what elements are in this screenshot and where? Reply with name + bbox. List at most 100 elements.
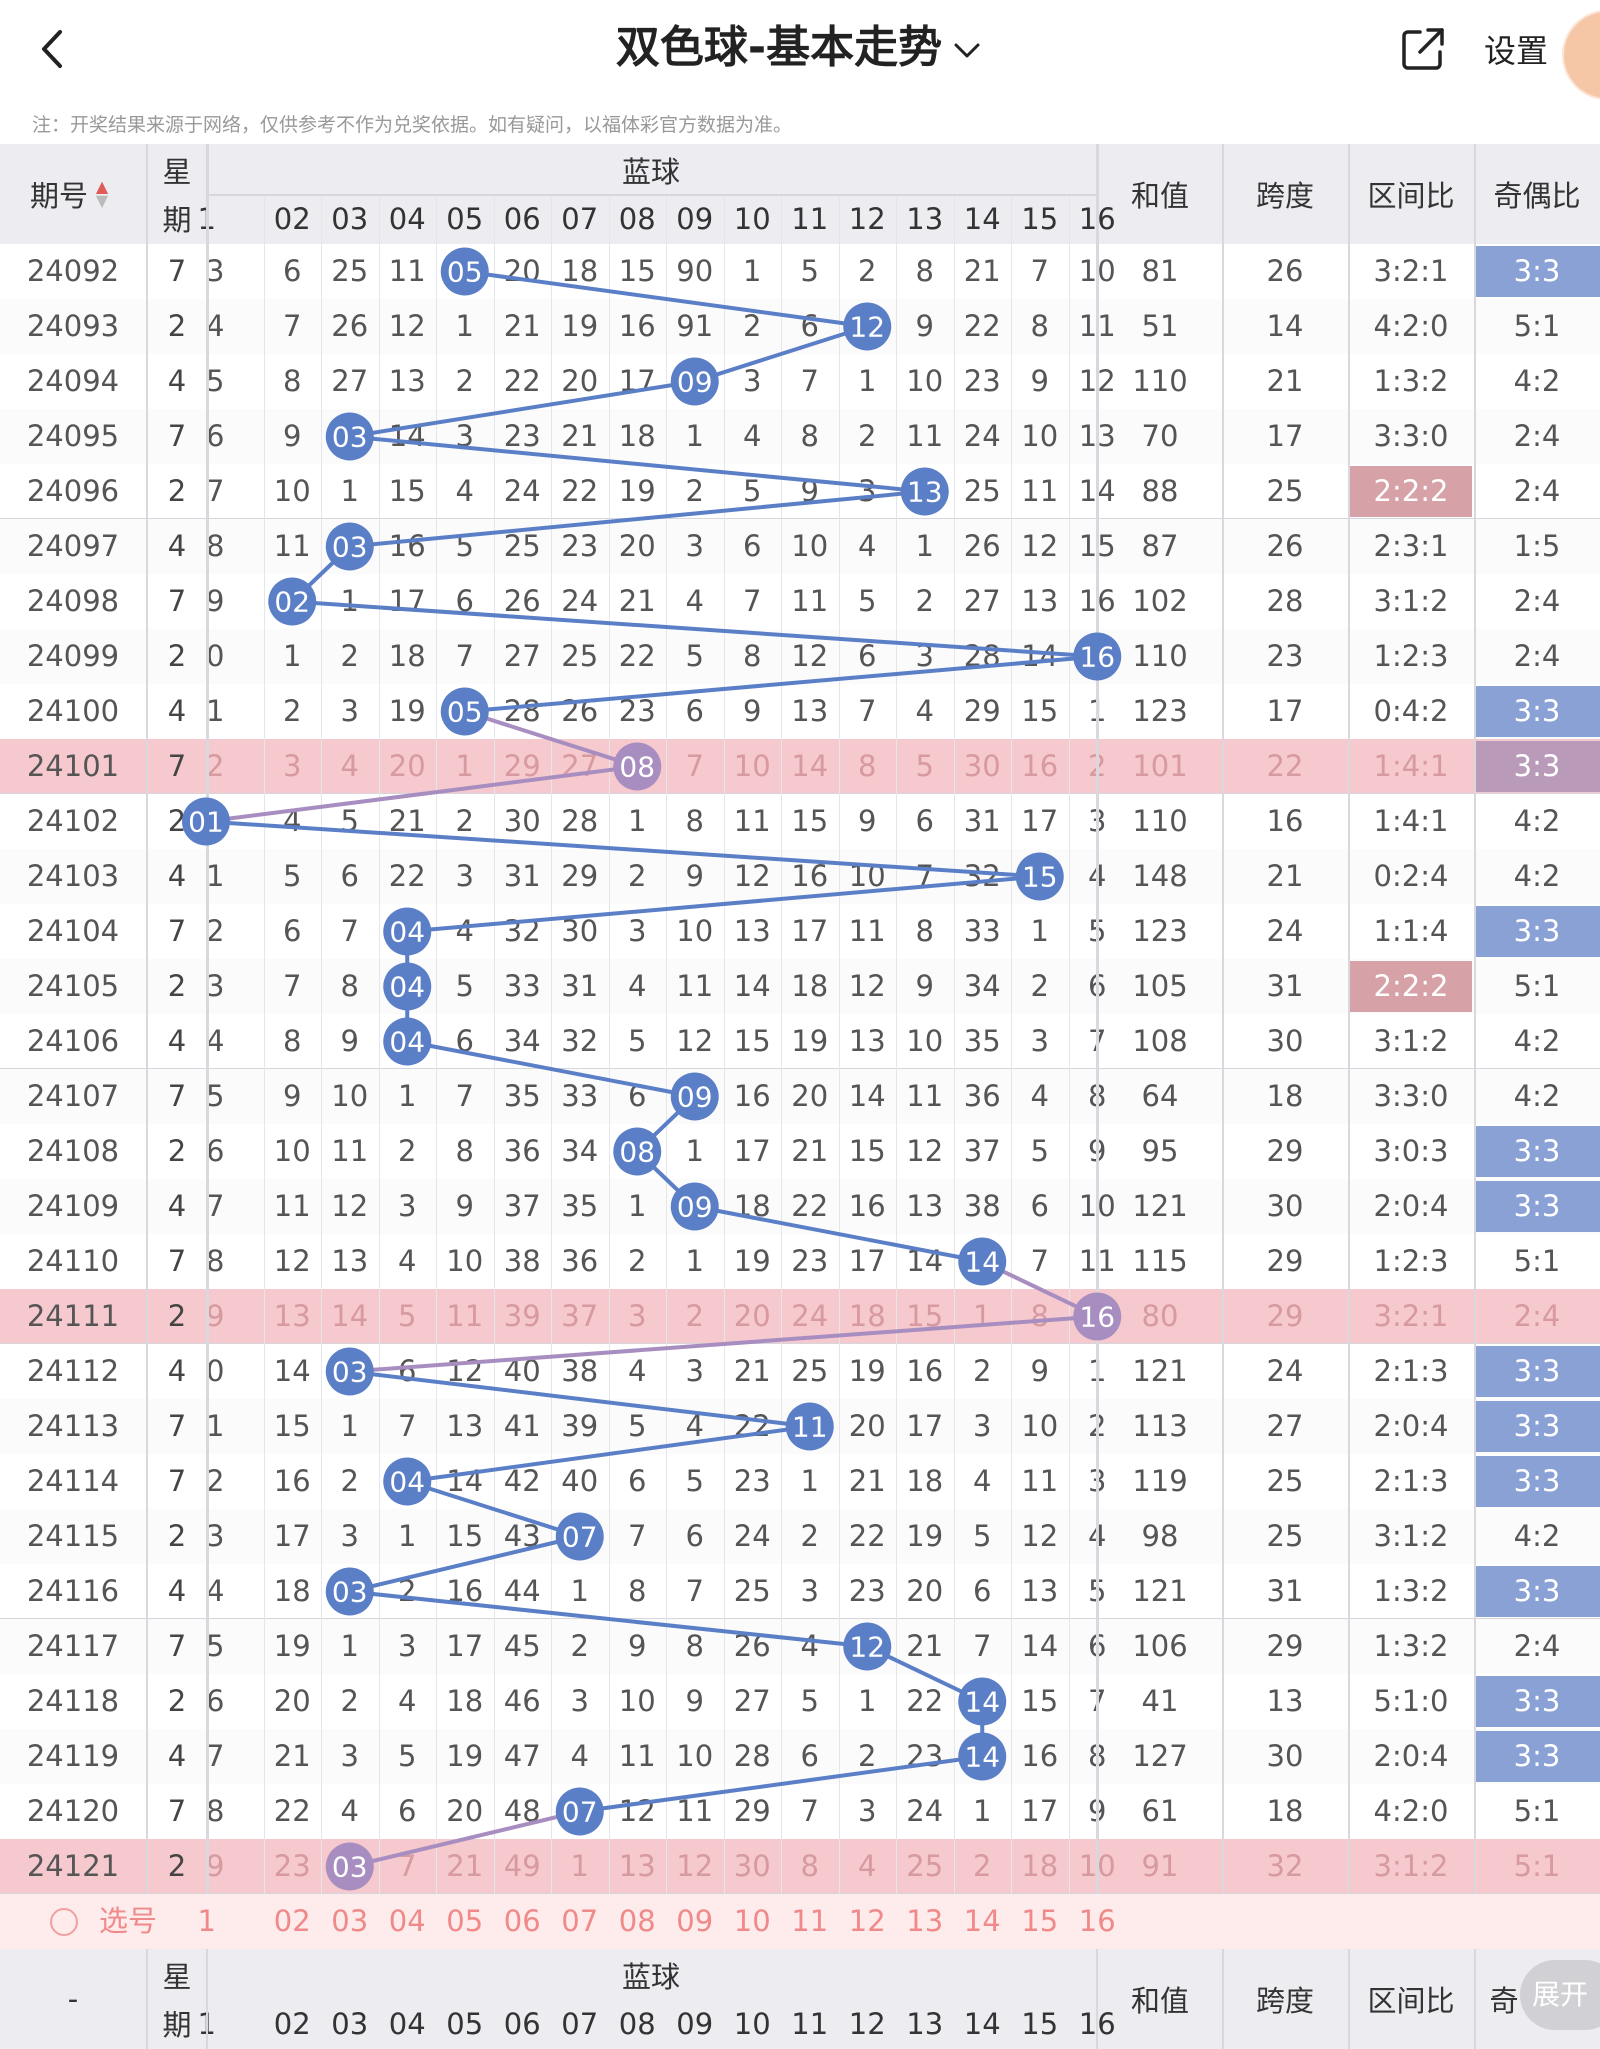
blue-cell: 10 bbox=[1021, 419, 1059, 453]
blue-cell: 5 bbox=[340, 804, 359, 838]
back-icon[interactable] bbox=[28, 24, 78, 74]
blue-cell: 3 bbox=[340, 1739, 359, 1773]
blue-cell: 32 bbox=[503, 914, 541, 948]
issue-cell[interactable]: 24102 bbox=[26, 804, 120, 838]
issue-cell[interactable]: 24109 bbox=[26, 1189, 120, 1223]
sum-cell: 121 bbox=[1132, 1354, 1188, 1388]
issue-cell[interactable]: 24096 bbox=[26, 474, 120, 508]
issue-cell[interactable]: 24119 bbox=[26, 1739, 120, 1773]
table-row bbox=[0, 1509, 1600, 1564]
select-number-10[interactable]: 10 bbox=[733, 1904, 771, 1938]
issue-cell[interactable]: 24106 bbox=[26, 1024, 120, 1058]
blue-cell: 5 bbox=[628, 1409, 647, 1443]
issue-cell[interactable]: 24103 bbox=[26, 859, 120, 893]
blue-cell: 7 bbox=[283, 969, 302, 1003]
issue-cell[interactable]: 24115 bbox=[26, 1519, 120, 1553]
issue-cell[interactable]: 24098 bbox=[26, 584, 120, 618]
blue-cell: 13 bbox=[618, 1849, 656, 1883]
blue-cell: 8 bbox=[800, 419, 819, 453]
zone-cell: 2:0:4 bbox=[1373, 1189, 1449, 1223]
issue-cell[interactable]: 24116 bbox=[26, 1574, 120, 1608]
select-number-02[interactable]: 02 bbox=[273, 1904, 311, 1938]
blue-cell: 12 bbox=[446, 1354, 484, 1388]
select-number-12[interactable]: 12 bbox=[848, 1904, 886, 1938]
blue-cell: 19 bbox=[388, 694, 426, 728]
expand-button[interactable]: 展开 bbox=[1520, 1960, 1600, 2030]
select-number-05[interactable]: 05 bbox=[446, 1904, 484, 1938]
parity-highlight bbox=[1476, 1346, 1600, 1397]
blue-cell: 20 bbox=[273, 1684, 311, 1718]
blue-cell: 1 bbox=[455, 749, 474, 783]
select-number-07[interactable]: 07 bbox=[561, 1904, 599, 1938]
blue-cell: 20 bbox=[848, 1409, 886, 1443]
blue-cell: 2 bbox=[800, 1519, 819, 1553]
blue-cell: 15 bbox=[733, 1024, 771, 1058]
select-number-08[interactable]: 08 bbox=[618, 1904, 656, 1938]
blue-cell: 16 bbox=[791, 859, 829, 893]
select-number-09[interactable]: 09 bbox=[676, 1904, 714, 1938]
issue-cell[interactable]: 24095 bbox=[26, 419, 120, 453]
blue-cell: 21 bbox=[618, 584, 656, 618]
blue-cell: 25 bbox=[791, 1354, 829, 1388]
select-number-1[interactable]: 1 bbox=[197, 1904, 216, 1938]
issue-cell[interactable]: 24104 bbox=[26, 914, 120, 948]
select-number-04[interactable]: 04 bbox=[388, 1904, 426, 1938]
zone-highlight bbox=[1350, 466, 1472, 517]
blue-cell: 34 bbox=[561, 1134, 599, 1168]
issue-cell[interactable]: 24092 bbox=[26, 254, 120, 288]
sum-cell: 121 bbox=[1132, 1189, 1188, 1223]
footer-weekday-bottom: 期 bbox=[162, 2008, 192, 2042]
issue-cell[interactable]: 24111 bbox=[26, 1299, 120, 1333]
select-number-06[interactable]: 06 bbox=[503, 1904, 541, 1938]
issue-cell[interactable]: 24107 bbox=[26, 1079, 120, 1113]
blue-cell: 21 bbox=[503, 309, 541, 343]
issue-cell[interactable]: 24112 bbox=[26, 1354, 120, 1388]
issue-cell[interactable]: 24120 bbox=[26, 1794, 120, 1828]
settings-button[interactable]: 设置 bbox=[1484, 32, 1549, 70]
issue-cell[interactable]: 24105 bbox=[26, 969, 120, 1003]
blue-cell: 9 bbox=[340, 1024, 359, 1058]
issue-cell[interactable]: 24118 bbox=[26, 1684, 120, 1718]
issue-cell[interactable]: 24117 bbox=[26, 1629, 120, 1663]
select-number-11[interactable]: 11 bbox=[791, 1904, 829, 1938]
issue-cell[interactable]: 24113 bbox=[26, 1409, 120, 1443]
select-number-14[interactable]: 14 bbox=[963, 1904, 1001, 1938]
select-radio-icon[interactable] bbox=[50, 1908, 78, 1936]
select-number-13[interactable]: 13 bbox=[906, 1904, 944, 1938]
issue-cell[interactable]: 24101 bbox=[26, 749, 120, 783]
sort-icon[interactable]: ▲ ▼ bbox=[95, 177, 109, 210]
select-label[interactable]: 选号 bbox=[98, 1904, 157, 1938]
sum-cell: 110 bbox=[1132, 364, 1188, 398]
issue-cell[interactable]: 24121 bbox=[26, 1849, 120, 1883]
header-issue[interactable]: 期号 bbox=[30, 179, 89, 213]
blue-cell: 14 bbox=[273, 1354, 311, 1388]
footer-blue-14: 14 bbox=[963, 2007, 1001, 2041]
issue-cell[interactable]: 24099 bbox=[26, 639, 120, 673]
blue-cell: 17 bbox=[906, 1409, 944, 1443]
parity-cell: 4:2 bbox=[1513, 804, 1561, 838]
blue-cell: 3 bbox=[340, 1519, 359, 1553]
page-title-text: 双色球-基本走势 bbox=[615, 22, 943, 73]
issue-cell[interactable]: 24093 bbox=[26, 309, 120, 343]
sum-cell: 110 bbox=[1132, 639, 1188, 673]
issue-cell[interactable]: 24114 bbox=[26, 1464, 120, 1498]
issue-cell[interactable]: 24097 bbox=[26, 529, 120, 563]
select-number-15[interactable]: 15 bbox=[1021, 1904, 1059, 1938]
blue-cell: 16 bbox=[848, 1189, 886, 1223]
share-icon[interactable] bbox=[1398, 24, 1448, 74]
blue-cell: 19 bbox=[273, 1629, 311, 1663]
blue-cell: 20 bbox=[388, 749, 426, 783]
blue-cell: 3 bbox=[455, 419, 474, 453]
issue-cell[interactable]: 24110 bbox=[26, 1244, 120, 1278]
select-number-16[interactable]: 16 bbox=[1078, 1904, 1116, 1938]
issue-cell[interactable]: 24100 bbox=[26, 694, 120, 728]
blue-cell: 4 bbox=[685, 584, 704, 618]
issue-cell[interactable]: 24108 bbox=[26, 1134, 120, 1168]
span-cell: 24 bbox=[1266, 1354, 1304, 1388]
blue-cell: 10 bbox=[791, 529, 829, 563]
page-title[interactable]: 双色球-基本走势 bbox=[0, 18, 1600, 78]
issue-cell[interactable]: 24094 bbox=[26, 364, 120, 398]
select-number-03[interactable]: 03 bbox=[331, 1904, 369, 1938]
weekday-cell: 7 bbox=[167, 749, 187, 783]
parity-cell: 3:3 bbox=[1513, 1739, 1561, 1773]
